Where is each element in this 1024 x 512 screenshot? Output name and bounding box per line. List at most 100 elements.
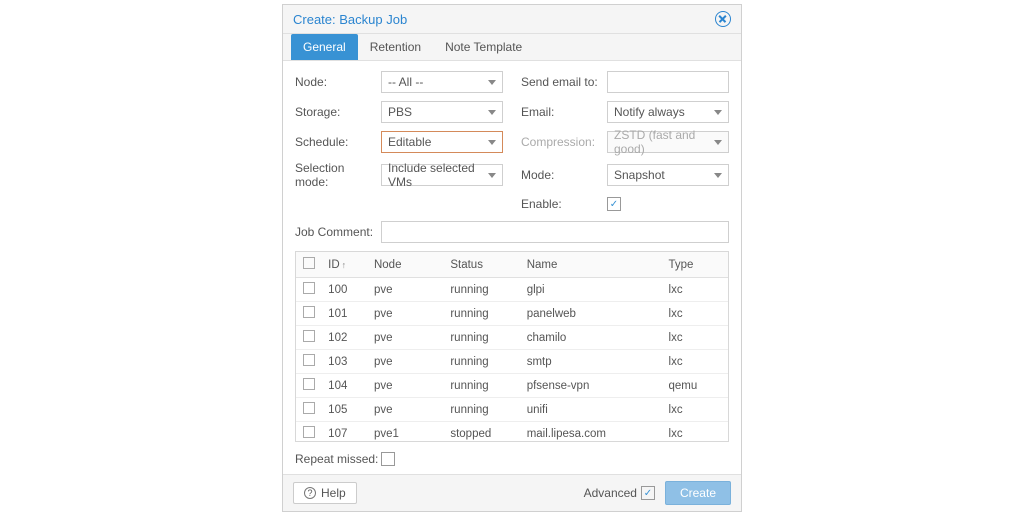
help-icon: ? — [304, 487, 316, 499]
checkbox-advanced[interactable] — [641, 486, 655, 500]
cell-node: pve — [368, 326, 444, 350]
cell-id: 103 — [322, 350, 368, 374]
table-row[interactable]: 103pverunningsmtplxc — [296, 350, 728, 374]
cell-node: pve — [368, 278, 444, 302]
tab-general[interactable]: General — [291, 34, 358, 60]
cell-status: stopped — [444, 422, 520, 442]
cell-node: pve — [368, 302, 444, 326]
help-button[interactable]: ? Help — [293, 482, 357, 504]
row-checkbox[interactable] — [303, 330, 315, 342]
row-checkbox[interactable] — [303, 426, 315, 438]
close-icon[interactable] — [715, 11, 731, 27]
sort-asc-icon: ↑ — [342, 260, 347, 270]
label-schedule: Schedule: — [295, 135, 381, 149]
cell-name: glpi — [521, 278, 663, 302]
row-checkbox[interactable] — [303, 402, 315, 414]
cell-status: running — [444, 398, 520, 422]
form-area: Node: -- All -- Send email to: Storage: … — [283, 61, 741, 217]
table-row[interactable]: 100pverunningglpilxc — [296, 278, 728, 302]
tab-retention[interactable]: Retention — [358, 34, 433, 60]
field-node: Node: -- All -- — [295, 71, 503, 93]
cell-status: running — [444, 302, 520, 326]
row-checkbox[interactable] — [303, 354, 315, 366]
cell-status: running — [444, 326, 520, 350]
input-emailto[interactable] — [607, 71, 729, 93]
create-button[interactable]: Create — [665, 481, 731, 505]
cell-node: pve — [368, 398, 444, 422]
field-compression: Compression: ZSTD (fast and good) — [521, 131, 729, 153]
col-name[interactable]: Name — [521, 252, 663, 278]
backup-job-dialog: Create: Backup Job General Retention Not… — [282, 4, 742, 512]
table-row[interactable]: 105pverunningunifilxc — [296, 398, 728, 422]
cell-name: mail.lipesa.com — [521, 422, 663, 442]
cell-id: 104 — [322, 374, 368, 398]
field-repeat: Repeat missed: — [283, 442, 741, 474]
cell-name: pfsense-vpn — [521, 374, 663, 398]
row-checkbox[interactable] — [303, 378, 315, 390]
field-schedule: Schedule: Editable — [295, 131, 503, 153]
label-node: Node: — [295, 75, 381, 89]
vm-table: ID↑ Node Status Name Type 100pverunningg… — [295, 251, 729, 442]
tab-note-template[interactable]: Note Template — [433, 34, 534, 60]
cell-type: lxc — [663, 350, 728, 374]
cell-status: running — [444, 350, 520, 374]
row-checkbox[interactable] — [303, 306, 315, 318]
cell-name: chamilo — [521, 326, 663, 350]
vm-table-scroll[interactable]: ID↑ Node Status Name Type 100pverunningg… — [296, 252, 728, 441]
dialog-footer: ? Help Advanced Create — [283, 474, 741, 511]
advanced-toggle[interactable]: Advanced — [584, 486, 655, 500]
table-row[interactable]: 101pverunningpanelweblxc — [296, 302, 728, 326]
cell-type: lxc — [663, 278, 728, 302]
col-id[interactable]: ID↑ — [322, 252, 368, 278]
select-email[interactable]: Notify always — [607, 101, 729, 123]
cell-type: lxc — [663, 398, 728, 422]
cell-name: unifi — [521, 398, 663, 422]
label-selmode: Selection mode: — [295, 161, 381, 189]
col-checkbox[interactable] — [296, 252, 322, 278]
select-schedule[interactable]: Editable — [381, 131, 503, 153]
label-repeat: Repeat missed: — [295, 452, 381, 466]
field-mode: Mode: Snapshot — [521, 161, 729, 189]
col-type[interactable]: Type — [663, 252, 728, 278]
cell-status: running — [444, 374, 520, 398]
label-emailto: Send email to: — [521, 75, 607, 89]
field-storage: Storage: PBS — [295, 101, 503, 123]
label-storage: Storage: — [295, 105, 381, 119]
label-email: Email: — [521, 105, 607, 119]
checkbox-repeat[interactable] — [381, 452, 395, 466]
cell-type: lxc — [663, 326, 728, 350]
cell-node: pve1 — [368, 422, 444, 442]
checkbox-select-all[interactable] — [303, 257, 315, 269]
checkbox-enable[interactable] — [607, 197, 621, 211]
cell-name: smtp — [521, 350, 663, 374]
select-storage[interactable]: PBS — [381, 101, 503, 123]
select-node[interactable]: -- All -- — [381, 71, 503, 93]
cell-id: 100 — [322, 278, 368, 302]
select-selmode[interactable]: Include selected VMs — [381, 164, 503, 186]
table-row[interactable]: 104pverunningpfsense-vpnqemu — [296, 374, 728, 398]
tab-bar: General Retention Note Template — [283, 34, 741, 61]
field-comment: Job Comment: — [283, 217, 741, 251]
label-compression: Compression: — [521, 135, 607, 149]
label-enable: Enable: — [521, 197, 607, 211]
cell-id: 102 — [322, 326, 368, 350]
col-status[interactable]: Status — [444, 252, 520, 278]
select-mode[interactable]: Snapshot — [607, 164, 729, 186]
help-label: Help — [321, 486, 346, 500]
cell-name: panelweb — [521, 302, 663, 326]
field-enable: Enable: — [521, 197, 729, 211]
dialog-titlebar: Create: Backup Job — [283, 5, 741, 34]
cell-node: pve — [368, 374, 444, 398]
field-email: Email: Notify always — [521, 101, 729, 123]
cell-type: qemu — [663, 374, 728, 398]
cell-id: 107 — [322, 422, 368, 442]
row-checkbox[interactable] — [303, 282, 315, 294]
input-comment[interactable] — [381, 221, 729, 243]
table-row[interactable]: 102pverunningchamilolxc — [296, 326, 728, 350]
table-row[interactable]: 107pve1stoppedmail.lipesa.comlxc — [296, 422, 728, 442]
footer-right: Advanced Create — [584, 481, 731, 505]
col-node[interactable]: Node — [368, 252, 444, 278]
cell-type: lxc — [663, 302, 728, 326]
cell-id: 105 — [322, 398, 368, 422]
dialog-title: Create: Backup Job — [293, 12, 407, 27]
